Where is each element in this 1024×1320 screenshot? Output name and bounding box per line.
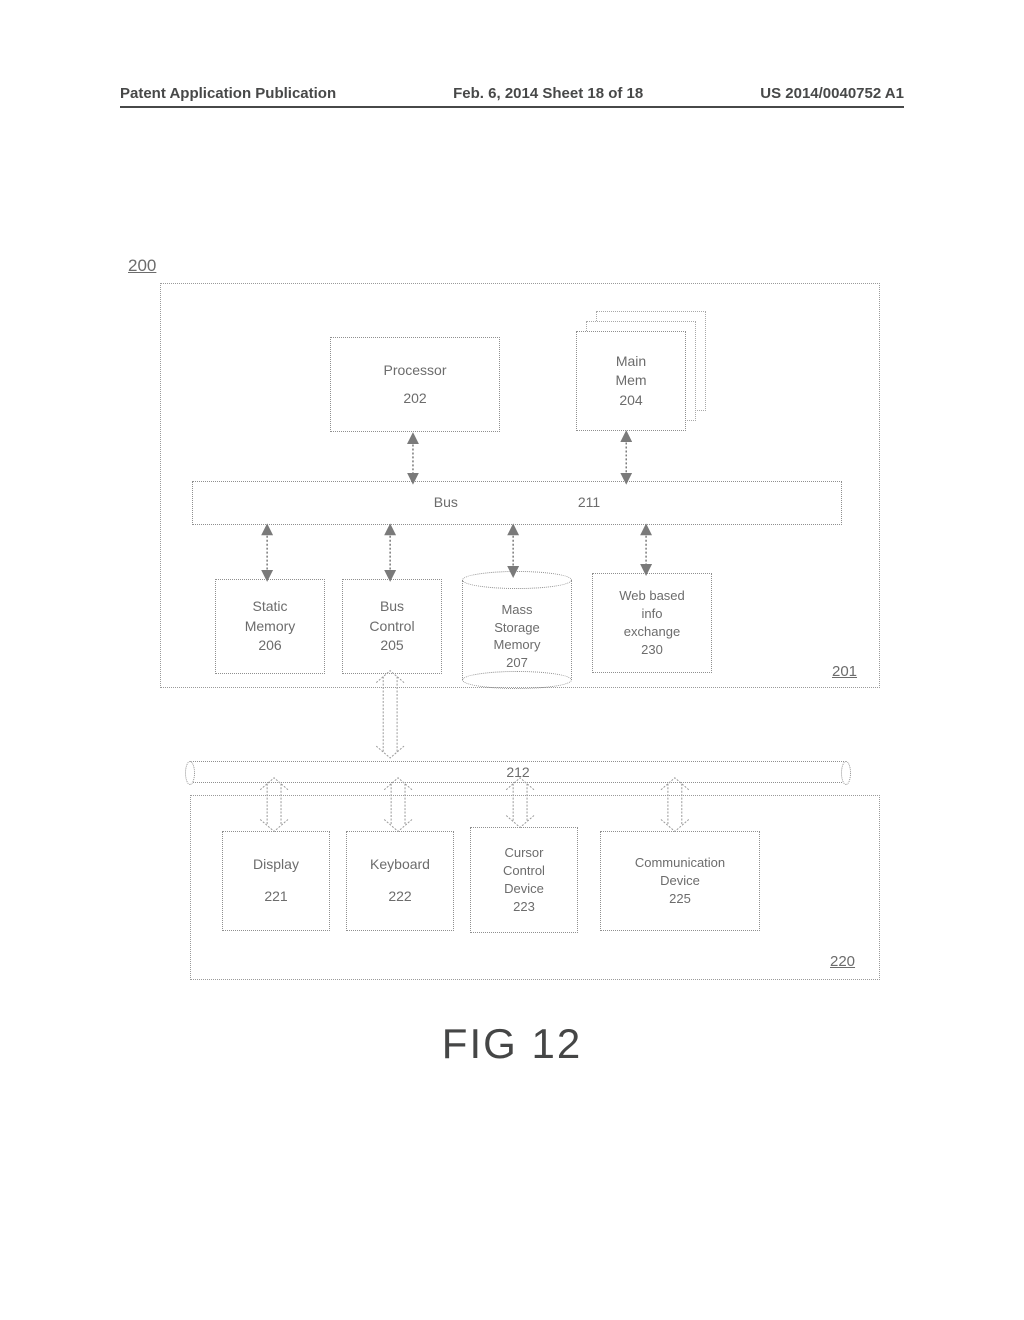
l2: info (642, 605, 663, 623)
ref-220: 220 (830, 953, 855, 970)
block-massstorage: Mass Storage Memory 207 (462, 571, 572, 689)
block-staticmem: Static Memory 206 (215, 579, 325, 674)
l1: Keyboard (370, 855, 430, 875)
block-keyboard: Keyboard 222 (346, 831, 454, 931)
block-buscontrol: Bus Control 205 (342, 579, 442, 674)
label: Processor (383, 361, 446, 381)
patent-header: Patent Application Publication Feb. 6, 2… (120, 85, 904, 108)
l2: Storage (462, 619, 572, 637)
block-mainmem: Main Mem 204 (576, 331, 686, 431)
num: 222 (388, 887, 411, 907)
block-display: Display 221 (222, 831, 330, 931)
l3: Device (504, 880, 544, 898)
num: 230 (641, 641, 663, 659)
l3: Memory (462, 636, 572, 654)
num: 204 (619, 391, 642, 411)
ref-201: 201 (832, 663, 857, 680)
l1: Communication (635, 854, 725, 872)
bus-211: Bus 211 (192, 481, 842, 525)
label1: Main (616, 352, 646, 372)
block-cursor: Cursor Control Device 223 (470, 827, 578, 933)
l2: Memory (245, 617, 296, 637)
bus-212: 212 (190, 761, 846, 783)
num: 206 (258, 636, 281, 656)
block-comm: Communication Device 225 (600, 831, 760, 931)
l1: Mass (462, 601, 572, 619)
header-left: Patent Application Publication (120, 85, 336, 102)
num: 221 (264, 887, 287, 907)
num: 225 (669, 890, 691, 908)
l1: Web based (619, 587, 685, 605)
block-webinfo: Web based info exchange 230 (592, 573, 712, 673)
bus212-label: 212 (506, 764, 529, 780)
l2: Control (503, 862, 545, 880)
label2: Mem (615, 371, 646, 391)
num: 202 (403, 389, 426, 409)
num: 207 (462, 654, 572, 672)
bus-num: 211 (578, 493, 600, 513)
l1: Cursor (504, 844, 543, 862)
bus-label: Bus (434, 493, 458, 513)
block-diagram: 201 Processor 202 Main Mem 204 Bus 211 S… (160, 283, 904, 983)
header-center: Feb. 6, 2014 Sheet 18 of 18 (453, 85, 643, 102)
block-processor: Processor 202 (330, 337, 500, 432)
header-right: US 2014/0040752 A1 (760, 85, 904, 102)
num: 223 (513, 898, 535, 916)
l1: Bus (380, 597, 404, 617)
num: 205 (380, 636, 403, 656)
l2: Control (369, 617, 414, 637)
system-ref-200: 200 (128, 256, 156, 276)
figure-label: FIG 12 (0, 1020, 1024, 1068)
l2: Device (660, 872, 700, 890)
l3: exchange (624, 623, 680, 641)
l1: Static (252, 597, 287, 617)
l1: Display (253, 855, 299, 875)
